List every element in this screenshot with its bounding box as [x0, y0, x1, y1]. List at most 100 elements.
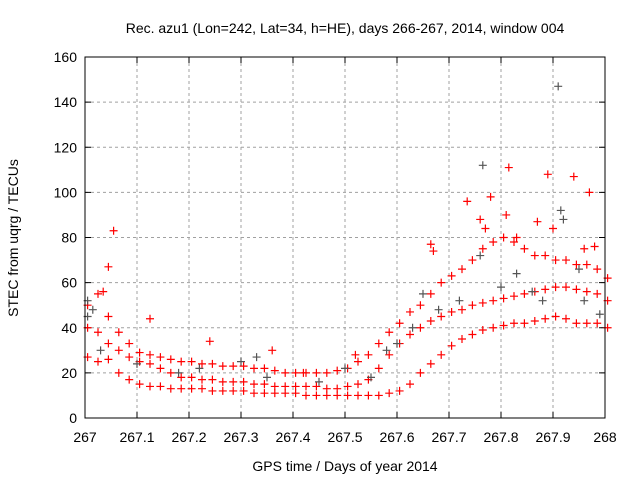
red-data-point: [239, 362, 248, 371]
grey-data-point: [315, 377, 323, 386]
grey-data-point: [434, 305, 443, 314]
red-data-point: [489, 323, 498, 332]
x-axis-label: GPS time / Days of year 2014: [252, 458, 437, 474]
red-data-point: [354, 391, 362, 400]
red-data-point: [510, 238, 518, 247]
red-data-point: [486, 192, 495, 201]
red-data-point: [541, 285, 550, 294]
red-data-point: [562, 256, 570, 265]
red-data-point: [510, 292, 518, 301]
red-data-point: [468, 330, 477, 339]
red-data-point: [177, 373, 186, 382]
grey-data-point: [252, 353, 261, 362]
red-data-point: [312, 382, 321, 391]
red-data-point: [582, 319, 591, 328]
red-data-point: [416, 301, 425, 310]
red-data-point: [447, 271, 456, 280]
red-data-point: [250, 364, 258, 373]
grey-data-point: [195, 364, 204, 373]
red-data-point: [562, 314, 570, 323]
grey-data-point: [367, 373, 375, 382]
x-tick-label: 267.1: [119, 429, 154, 445]
red-data-point: [239, 377, 248, 386]
grey-data-point: [237, 357, 245, 366]
y-tick-label: 60: [61, 275, 77, 291]
red-data-point: [463, 197, 472, 206]
red-data-point: [499, 294, 508, 303]
red-data-point: [104, 262, 113, 271]
red-data-point: [572, 319, 581, 328]
red-data-point: [268, 346, 277, 355]
x-tick-label: 267: [73, 429, 97, 445]
red-data-point: [476, 215, 485, 224]
red-data-point: [229, 377, 238, 386]
red-data-point: [585, 188, 594, 197]
red-data-point: [146, 359, 154, 368]
red-data-point: [156, 382, 165, 391]
red-data-point: [406, 330, 414, 339]
y-tick-label: 120: [54, 139, 78, 155]
red-data-point: [590, 242, 599, 251]
grey-data-point: [382, 346, 391, 355]
red-data-point: [551, 312, 560, 321]
red-data-point: [478, 298, 487, 307]
red-data-point: [543, 170, 552, 179]
data-points: [83, 82, 612, 400]
red-data-point: [104, 355, 113, 364]
y-axis-label: STEC from uqrg / TECUs: [5, 159, 21, 317]
red-data-point: [250, 380, 258, 389]
red-data-point: [572, 285, 581, 294]
red-data-point: [385, 389, 394, 398]
red-data-point: [114, 346, 123, 355]
y-tick-label: 0: [69, 410, 77, 426]
red-data-point: [125, 353, 134, 362]
red-data-point: [208, 359, 217, 368]
red-data-point: [94, 328, 102, 337]
red-data-point: [322, 384, 331, 393]
plot-frame: [84, 56, 606, 419]
grey-data-point: [476, 251, 485, 260]
x-tick-label: 267.8: [483, 429, 518, 445]
red-data-point: [218, 362, 227, 371]
red-data-point: [125, 375, 134, 384]
red-data-point: [104, 339, 113, 348]
red-data-point: [291, 368, 300, 377]
red-data-point: [146, 314, 154, 323]
red-data-point: [458, 265, 466, 274]
red-data-point: [385, 328, 394, 337]
x-tick-label: 267.3: [223, 429, 258, 445]
red-data-point: [260, 389, 269, 398]
grey-data-point: [556, 206, 565, 215]
red-data-point: [437, 350, 446, 359]
red-data-point: [562, 283, 570, 292]
red-data-point: [260, 380, 269, 389]
red-data-point: [374, 391, 383, 400]
red-data-point: [299, 368, 308, 377]
red-data-point: [187, 384, 196, 393]
grey-data-point: [554, 82, 563, 91]
red-data-point: [351, 350, 360, 359]
red-data-point: [447, 341, 456, 350]
x-tick-label: 267.7: [431, 429, 466, 445]
red-data-point: [364, 391, 373, 400]
red-data-point: [94, 357, 102, 366]
red-data-point: [198, 375, 206, 384]
red-data-point: [520, 319, 529, 328]
red-data-point: [481, 224, 490, 233]
red-data-point: [333, 366, 342, 375]
red-data-point: [322, 391, 331, 400]
red-data-point: [333, 391, 342, 400]
red-data-point: [426, 240, 435, 249]
red-data-point: [354, 380, 362, 389]
red-data-point: [281, 389, 290, 398]
grid: [85, 57, 605, 418]
red-data-point: [322, 368, 331, 377]
red-data-point: [512, 233, 521, 242]
red-data-point: [354, 357, 362, 366]
red-data-point: [99, 287, 108, 296]
red-data-point: [426, 289, 435, 298]
red-data-point: [125, 339, 134, 348]
red-data-point: [239, 386, 248, 395]
red-data-point: [499, 321, 508, 330]
grey-data-point: [559, 215, 568, 224]
